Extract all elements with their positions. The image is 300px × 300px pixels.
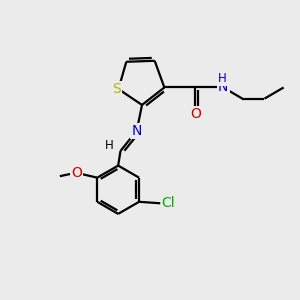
Text: H: H	[105, 139, 114, 152]
Text: O: O	[71, 166, 82, 180]
Text: H: H	[218, 72, 227, 85]
Text: N: N	[131, 124, 142, 138]
Text: Cl: Cl	[162, 196, 175, 210]
Text: N: N	[218, 80, 229, 94]
Text: O: O	[190, 107, 201, 121]
Text: S: S	[112, 82, 121, 96]
